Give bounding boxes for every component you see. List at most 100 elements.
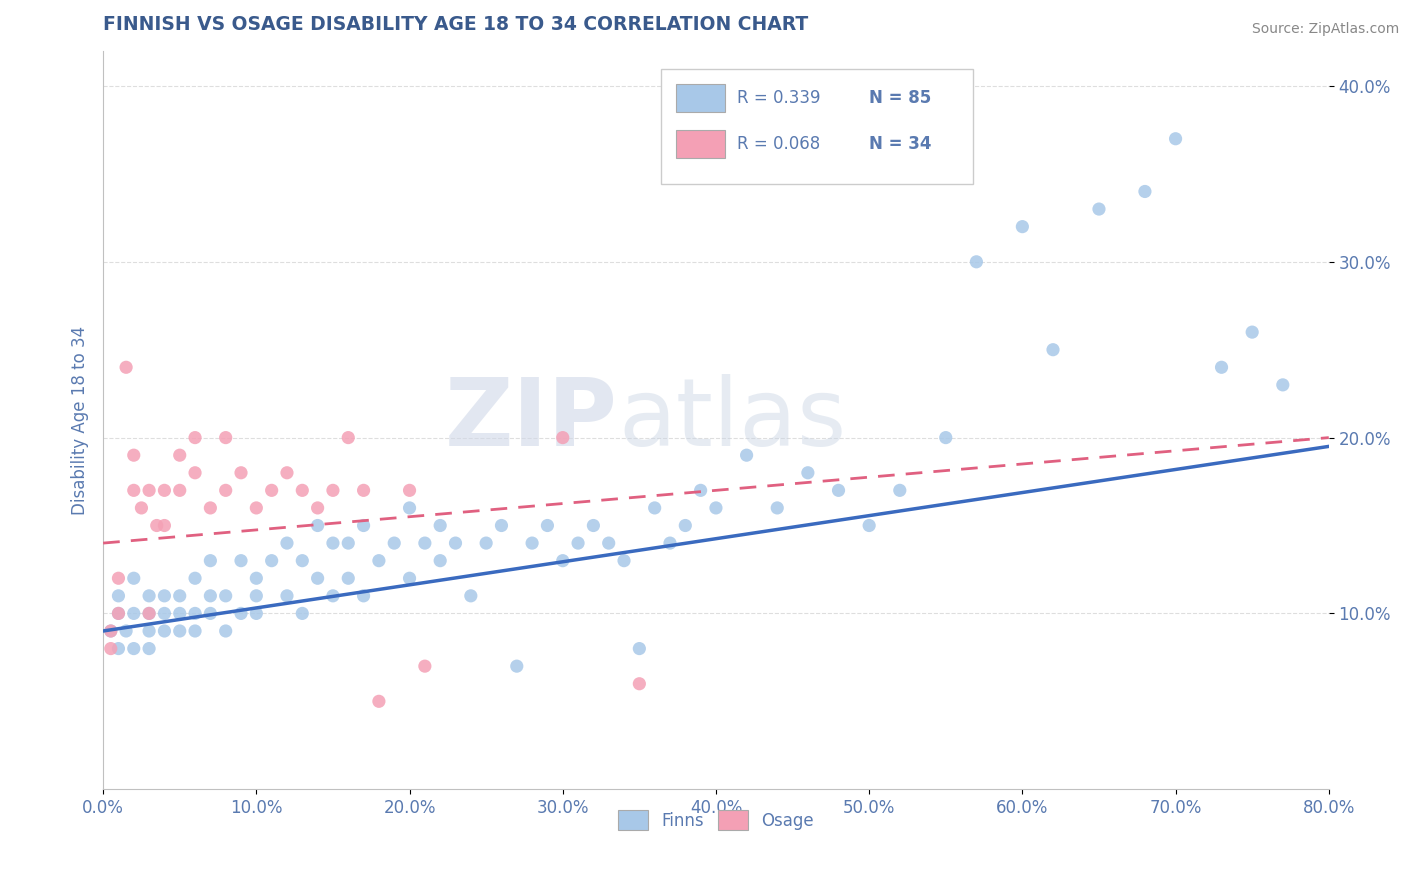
Point <box>169 607 191 621</box>
Bar <box>661 70 973 184</box>
Point <box>1042 343 1064 357</box>
Point <box>229 554 252 568</box>
Point <box>260 554 283 568</box>
Point <box>353 589 375 603</box>
Point <box>536 518 558 533</box>
Point <box>169 483 191 498</box>
Point <box>307 518 329 533</box>
Point <box>398 483 420 498</box>
Point <box>138 641 160 656</box>
Point <box>138 483 160 498</box>
Point <box>138 624 160 638</box>
Point <box>169 589 191 603</box>
Point <box>260 483 283 498</box>
Text: N = 34: N = 34 <box>869 135 932 153</box>
Point <box>1088 202 1111 216</box>
Point <box>115 360 138 375</box>
Point <box>122 641 145 656</box>
Point <box>398 500 420 515</box>
Point <box>322 536 344 550</box>
Point <box>337 431 360 445</box>
Point <box>429 554 451 568</box>
Y-axis label: Disability Age 18 to 34: Disability Age 18 to 34 <box>72 326 89 515</box>
Point <box>291 554 314 568</box>
Text: FINNISH VS OSAGE DISABILITY AGE 18 TO 34 CORRELATION CHART: FINNISH VS OSAGE DISABILITY AGE 18 TO 34… <box>103 15 808 34</box>
Point <box>200 500 222 515</box>
Point <box>245 500 267 515</box>
Point <box>122 571 145 585</box>
Point <box>1211 360 1233 375</box>
Text: Source: ZipAtlas.com: Source: ZipAtlas.com <box>1251 22 1399 37</box>
Point <box>184 607 207 621</box>
Point <box>322 483 344 498</box>
Point <box>107 589 129 603</box>
Point <box>276 536 298 550</box>
Point <box>322 589 344 603</box>
Bar <box>675 84 724 112</box>
Point <box>100 641 122 656</box>
Text: R = 0.068: R = 0.068 <box>737 135 820 153</box>
Point <box>215 483 238 498</box>
Point <box>858 518 880 533</box>
Text: ZIP: ZIP <box>446 374 617 466</box>
Point <box>107 607 129 621</box>
Point <box>245 571 267 585</box>
Point <box>215 624 238 638</box>
Point <box>551 431 574 445</box>
Point <box>184 571 207 585</box>
Point <box>704 500 727 515</box>
Point <box>229 466 252 480</box>
Point <box>122 483 145 498</box>
Text: atlas: atlas <box>617 374 846 466</box>
Bar <box>675 130 724 158</box>
Point <box>398 571 420 585</box>
Point <box>200 589 222 603</box>
Point <box>582 518 605 533</box>
Point <box>766 500 789 515</box>
Text: N = 85: N = 85 <box>869 89 931 107</box>
Point <box>276 466 298 480</box>
Point <box>628 677 651 691</box>
Point <box>138 607 160 621</box>
Point <box>673 518 696 533</box>
Point <box>965 254 987 268</box>
Point <box>184 624 207 638</box>
Point <box>100 624 122 638</box>
Point <box>131 500 153 515</box>
Point <box>153 607 176 621</box>
Point <box>107 571 129 585</box>
Point <box>567 536 589 550</box>
Point <box>520 536 543 550</box>
Point <box>382 536 405 550</box>
Point <box>138 607 160 621</box>
Point <box>169 624 191 638</box>
Point <box>935 431 957 445</box>
Point <box>115 624 138 638</box>
Point <box>367 554 389 568</box>
Point <box>337 536 360 550</box>
Point <box>506 659 529 673</box>
Point <box>613 554 636 568</box>
Point <box>122 448 145 462</box>
Point <box>184 466 207 480</box>
Point <box>1271 377 1294 392</box>
Point <box>598 536 620 550</box>
Point <box>145 518 167 533</box>
Point <box>107 607 129 621</box>
Point <box>138 589 160 603</box>
Point <box>628 641 651 656</box>
Point <box>200 554 222 568</box>
Point <box>551 554 574 568</box>
Point <box>169 448 191 462</box>
Point <box>307 571 329 585</box>
Point <box>735 448 758 462</box>
Point <box>475 536 498 550</box>
Point <box>153 518 176 533</box>
Point <box>153 589 176 603</box>
Legend: Finns, Osage: Finns, Osage <box>612 804 820 837</box>
Point <box>184 431 207 445</box>
Point <box>337 571 360 585</box>
Point <box>307 500 329 515</box>
Point <box>1241 325 1264 339</box>
Point <box>107 641 129 656</box>
